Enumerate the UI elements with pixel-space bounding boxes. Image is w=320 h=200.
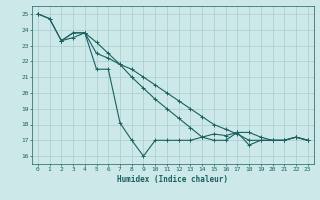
X-axis label: Humidex (Indice chaleur): Humidex (Indice chaleur) xyxy=(117,175,228,184)
